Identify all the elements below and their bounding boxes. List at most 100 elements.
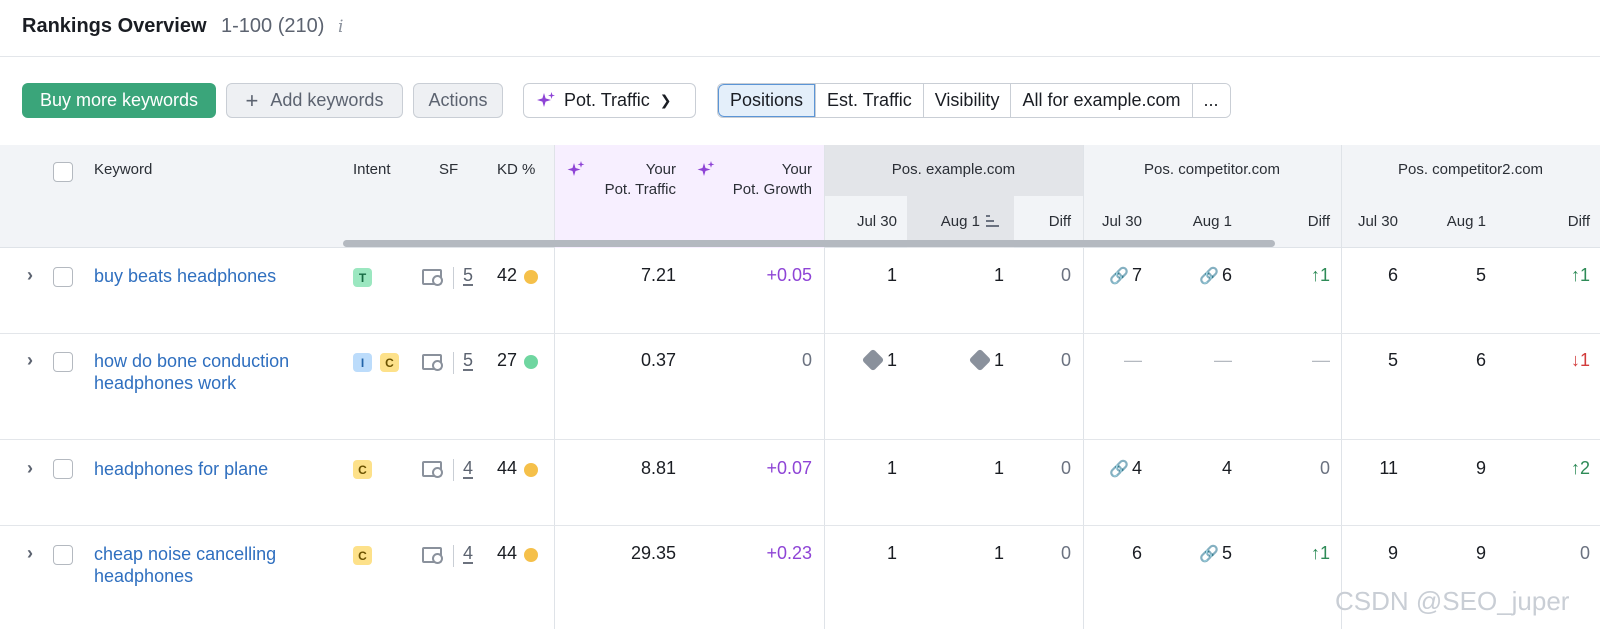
pot-traffic-value: 29.35 [630, 543, 676, 563]
col-c1-aug1[interactable]: Aug 1 [1192, 213, 1232, 230]
ex-aug1[interactable]: 1 [993, 265, 1004, 285]
col-sf[interactable]: SF [439, 161, 459, 178]
c2-aug1[interactable]: 9 [1475, 543, 1486, 563]
col-kd[interactable]: KD % [497, 161, 536, 178]
serp-features-icon[interactable] [422, 547, 443, 564]
divider [1341, 145, 1342, 629]
keyword-link[interactable]: cheap noise cancelling headphones [94, 543, 324, 587]
row-checkbox[interactable] [53, 545, 73, 565]
c1-aug1[interactable]: 🔗 5 [1180, 543, 1232, 564]
c2-jul30[interactable]: 6 [1387, 265, 1398, 285]
c1-aug1[interactable]: 4 [1221, 458, 1232, 478]
ex-aug1[interactable]: 1 [993, 458, 1004, 478]
tab-visibility[interactable]: Visibility [922, 84, 1011, 117]
watermark: CSDN @SEO_juper [1335, 586, 1570, 616]
ex-jul30[interactable]: 1 [886, 458, 897, 478]
serp-features-icon[interactable] [422, 461, 443, 478]
view-tabs: Positions Est. Traffic Visibility All fo… [717, 83, 1231, 118]
add-keywords-button[interactable]: + Add keywords [226, 83, 403, 118]
ex-diff: 0 [1060, 350, 1071, 370]
ex-jul30[interactable]: 1 [886, 265, 897, 285]
col-c2-aug1[interactable]: Aug 1 [1446, 213, 1486, 230]
col-ex-diff[interactable]: Diff [1048, 213, 1071, 230]
sf-count[interactable]: 4 [463, 458, 474, 478]
tab-more[interactable]: ... [1191, 84, 1230, 117]
c2-jul30[interactable]: 11 [1379, 458, 1398, 478]
sparkle-icon [697, 161, 715, 176]
c1-jul30[interactable]: 6 [1131, 543, 1142, 563]
sf-count[interactable]: 4 [463, 543, 474, 563]
c2-diff: 0 [1579, 543, 1590, 563]
row-checkbox[interactable] [53, 352, 73, 372]
keyword-link[interactable]: buy beats headphones [94, 265, 324, 287]
keyword-link[interactable]: how do bone conduction headphones work [94, 350, 324, 394]
sf-count[interactable]: 5 [463, 350, 474, 370]
serp-features-icon[interactable] [422, 269, 443, 286]
kd-value: 27 [497, 350, 518, 370]
pot-traffic-dropdown[interactable]: Pot. Traffic ❯ [523, 83, 696, 118]
c1-aug1[interactable]: 🔗 6 [1180, 265, 1232, 286]
divider [1083, 145, 1084, 629]
col-c1-jul30[interactable]: Jul 30 [1101, 213, 1142, 230]
col-ex-aug1[interactable]: Aug 1 [940, 213, 980, 230]
table-row: › cheap noise cancelling headphones C 4 … [0, 526, 1600, 629]
col-pot-traffic-line2[interactable]: Pot. Traffic [604, 181, 676, 198]
sf-count[interactable]: 5 [463, 265, 474, 285]
col-pot-growth-line2[interactable]: Pot. Growth [732, 181, 812, 198]
tab-all-for-domain[interactable]: All for example.com [1010, 84, 1192, 117]
buy-more-keywords-button[interactable]: Buy more keywords [22, 83, 216, 118]
group-pos-competitor2: Pos. competitor2.com [1397, 161, 1544, 178]
kd-difficulty-dot [524, 548, 538, 562]
col-c2-jul30[interactable]: Jul 30 [1357, 213, 1398, 230]
tab-positions[interactable]: Positions [718, 84, 816, 117]
c1-diff: ↑1 [1310, 543, 1330, 563]
horizontal-scrollbar[interactable] [343, 240, 1275, 247]
info-icon[interactable]: i [338, 17, 344, 37]
col-ex-jul30[interactable]: Jul 30 [856, 213, 897, 230]
expand-row-icon[interactable]: › [27, 458, 33, 478]
divider [453, 267, 454, 289]
c1-jul30[interactable]: 🔗 4 [1090, 458, 1142, 479]
chevron-down-icon: ❯ [659, 92, 672, 108]
serp-features-icon[interactable] [422, 354, 443, 371]
expand-row-icon[interactable]: › [27, 543, 33, 563]
group-pos-competitor: Pos. competitor.com [1144, 161, 1280, 178]
c2-diff: ↑1 [1570, 265, 1590, 285]
intent-badge-transactional: T [353, 268, 372, 287]
col-keyword[interactable]: Keyword [94, 161, 153, 178]
ex-jul30[interactable]: 1 [886, 543, 897, 563]
col-intent[interactable]: Intent [353, 161, 391, 178]
sorted-column-highlight [907, 196, 1014, 248]
ex-aug1[interactable]: 1 [920, 348, 1004, 372]
divider [824, 145, 825, 629]
ex-jul30[interactable]: 1 [830, 348, 897, 372]
expand-row-icon[interactable]: › [27, 350, 33, 370]
c2-jul30[interactable]: 9 [1387, 543, 1398, 563]
ex-aug1[interactable]: 1 [993, 543, 1004, 563]
link-icon: 🔗 [1109, 268, 1129, 285]
select-all-checkbox[interactable] [53, 162, 73, 182]
keyword-text: headphones work [94, 373, 237, 393]
ex-diff: 0 [1060, 265, 1071, 285]
row-checkbox[interactable] [53, 267, 73, 287]
c2-aug1[interactable]: 5 [1475, 265, 1486, 285]
keyword-link[interactable]: headphones for plane [94, 458, 324, 480]
c1-aug1-value: 6 [1221, 265, 1232, 285]
pot-traffic-value: 8.81 [640, 458, 676, 478]
title-bar: Rankings Overview 1-100 (210) i [0, 0, 1600, 57]
c2-aug1[interactable]: 6 [1475, 350, 1486, 370]
sort-icon[interactable] [986, 215, 1000, 227]
table-row: › headphones for plane C 4 44 8.81 +0.07… [0, 440, 1600, 526]
actions-button[interactable]: Actions [413, 83, 503, 118]
c2-aug1[interactable]: 9 [1475, 458, 1486, 478]
row-checkbox[interactable] [53, 459, 73, 479]
expand-row-icon[interactable]: › [27, 265, 33, 285]
link-icon: 🔗 [1199, 546, 1219, 563]
tab-est-traffic[interactable]: Est. Traffic [815, 84, 923, 117]
pot-growth-value: +0.05 [766, 265, 812, 285]
c1-jul30[interactable]: 🔗 7 [1090, 265, 1142, 286]
col-c1-diff[interactable]: Diff [1307, 213, 1330, 230]
c2-jul30[interactable]: 5 [1387, 350, 1398, 370]
c1-jul30-value: 4 [1131, 458, 1142, 478]
col-c2-diff[interactable]: Diff [1567, 213, 1590, 230]
